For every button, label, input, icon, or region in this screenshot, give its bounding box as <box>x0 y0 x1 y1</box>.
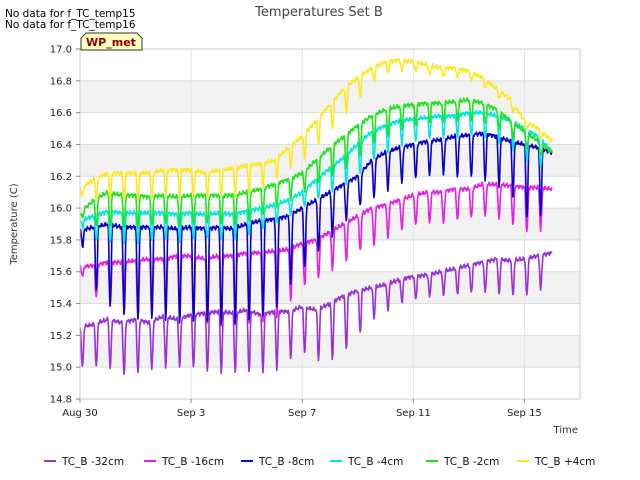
legend-label: TC_B -2cm <box>443 456 499 468</box>
grid-band <box>80 271 580 304</box>
x-tick-label: Sep 11 <box>396 408 431 419</box>
y-tick-label: 14.8 <box>50 395 72 406</box>
no-data-notice-1: No data for f_TC_temp15 <box>5 8 136 20</box>
grid-band <box>80 335 580 368</box>
series-line-tc-b-8cm <box>79 131 553 325</box>
y-tick-label: 16.4 <box>50 140 72 151</box>
legend-label: TC_B -16cm <box>161 456 224 468</box>
y-tick-label: 17.0 <box>50 45 72 56</box>
series-line-tc-b-32cm <box>79 251 553 376</box>
x-tick-label: Aug 30 <box>62 408 97 419</box>
y-tick-label: 16.2 <box>50 172 72 183</box>
y-tick-label: 15.6 <box>50 267 72 278</box>
legend-label: TC_B -4cm <box>347 456 403 468</box>
x-tick-label: Sep 15 <box>507 408 542 419</box>
y-axis-title: Temperature (C) <box>9 183 20 265</box>
y-tick-label: 15.4 <box>50 299 72 310</box>
y-tick-label: 15.0 <box>50 363 72 374</box>
series-line-tc-b-2cm <box>79 97 553 229</box>
chart-title: Temperatures Set B <box>254 5 383 20</box>
legend-label: TC_B -8cm <box>258 456 314 468</box>
no-data-notice-2: No data for f_TC_temp16 <box>5 19 136 31</box>
series-line-tc-b-4cm <box>79 109 553 245</box>
y-tick-label: 15.8 <box>50 235 72 246</box>
badge-box <box>80 32 143 51</box>
y-tick-label: 16.8 <box>50 76 72 87</box>
y-tick-label: 16.0 <box>50 204 72 215</box>
badge-label: WP_met <box>86 36 136 49</box>
legend-label: TC_B -32cm <box>61 456 124 468</box>
x-tick-label: Sep 3 <box>177 408 205 419</box>
x-axis-title: Time <box>553 425 578 436</box>
series-line-tc-b-4cm <box>79 58 553 203</box>
y-tick-label: 15.2 <box>50 331 72 342</box>
y-tick-label: 16.6 <box>50 108 72 119</box>
x-tick-label: Sep 7 <box>288 408 316 419</box>
legend-label: TC_B +4cm <box>534 456 595 468</box>
series-line-tc-b-16cm <box>79 181 553 327</box>
plot-frame <box>79 48 581 400</box>
